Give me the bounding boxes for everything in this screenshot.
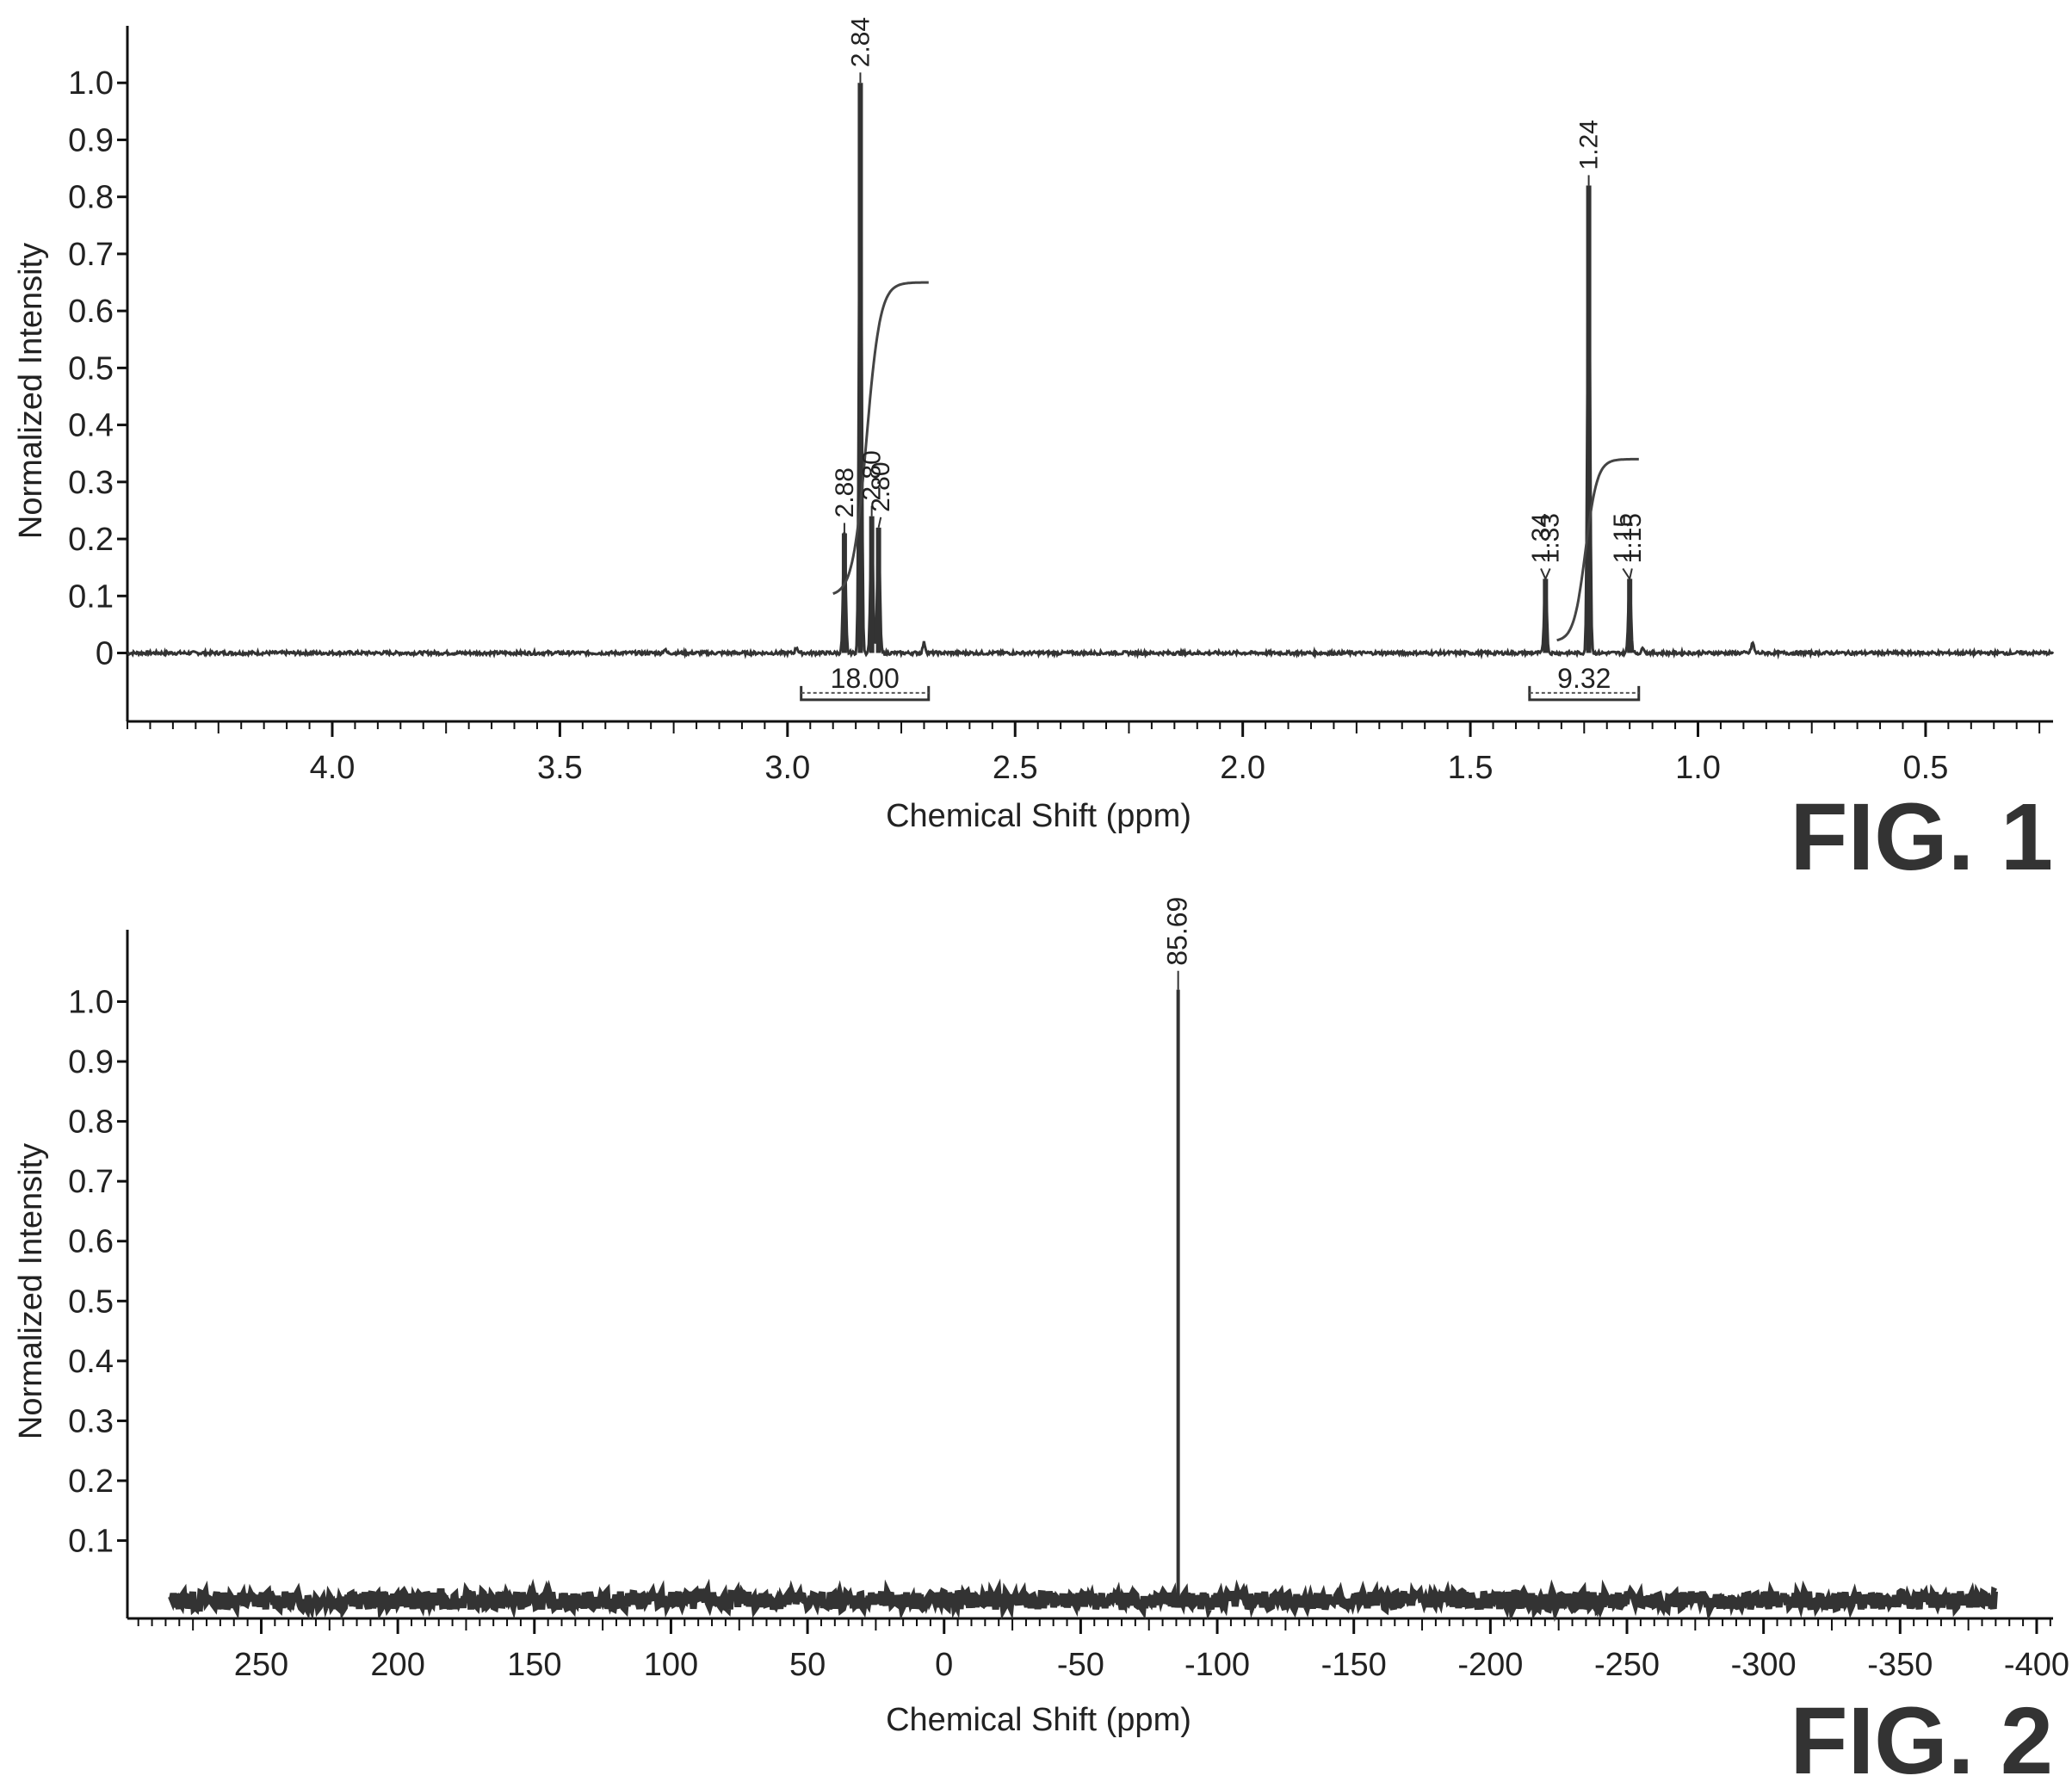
y-tick-label: 0.8: [68, 180, 114, 216]
peak-label: 2.80: [867, 461, 895, 511]
figure-label: FIG. 1: [1790, 784, 2053, 890]
y-tick-label: 0.5: [68, 1284, 114, 1320]
peak-label-leader: [1622, 567, 1631, 579]
figure-label: FIG. 2: [1790, 1688, 2053, 1782]
y-tick-label: 0.7: [68, 237, 114, 273]
integral-value: 9.32: [1557, 663, 1611, 694]
peak-label: 1.24: [1575, 120, 1604, 170]
integral-value: 18.00: [831, 663, 900, 694]
peak-label: 85.69: [1162, 897, 1193, 966]
y-tick-label: 1.0: [68, 984, 114, 1020]
x-tick-label: 3.5: [537, 750, 583, 786]
y-tick-label: 0.8: [68, 1104, 114, 1141]
spectrum-trace: [127, 97, 2055, 660]
x-tick-label: 1.5: [1448, 750, 1494, 786]
peak-label-leader: [1544, 568, 1551, 579]
x-tick-label: 1.0: [1675, 750, 1721, 786]
x-axis-title: Chemical Shift (ppm): [886, 1702, 1191, 1738]
y-tick-label: 0.4: [68, 1344, 114, 1380]
fig-1-proton-nmr-chart: 0 0.1 0.2 0.3 0.4 0.5 0.6 0.7 0.8 0.9 1.0 4.0 3.5 3.0…: [13, 17, 2055, 890]
y-tick-label: 0.2: [68, 1463, 114, 1500]
x-tick-label: -100: [1184, 1647, 1250, 1683]
y-tick-label: 0.9: [68, 122, 114, 158]
x-tick-label: -400: [2004, 1647, 2069, 1683]
x-tick-label: 150: [507, 1647, 561, 1683]
x-tick-label: -350: [1867, 1647, 1933, 1683]
peak-label: 1.15: [1609, 513, 1637, 563]
y-tick-label: 0.4: [68, 408, 114, 444]
x-tick-label: -300: [1731, 1647, 1797, 1683]
x-tick-label: 2.0: [1220, 750, 1265, 786]
y-tick-label: 0.3: [68, 465, 114, 501]
y-tick-label: 0.5: [68, 350, 114, 387]
x-tick-label: 2.5: [993, 750, 1038, 786]
y-tick-label: 0.9: [68, 1044, 114, 1080]
y-tick-label: 0.3: [68, 1403, 114, 1439]
x-tick-label: -250: [1594, 1647, 1660, 1683]
peak-label: 2.80: [858, 450, 887, 500]
x-tick-label: 250: [234, 1647, 288, 1683]
y-tick-label: 1.0: [68, 65, 114, 102]
x-tick-label: 50: [789, 1647, 826, 1683]
peak-label: 1.33: [1537, 513, 1565, 563]
peak-label: 2.88: [831, 467, 859, 517]
y-tick-label: 0.1: [68, 1524, 114, 1560]
y-tick-label: 0.6: [68, 294, 114, 330]
x-tick-label: 3.0: [764, 750, 810, 786]
spectrum-trace: [168, 1578, 1998, 1623]
peak-label-leader: [1629, 568, 1633, 579]
y-tick-label: 0.6: [68, 1224, 114, 1260]
x-axis-title: Chemical Shift (ppm): [886, 798, 1191, 834]
integral-curve: [1556, 457, 1639, 642]
y-tick-label: 0.1: [68, 579, 114, 615]
y-axis-title: Normalized Intensity: [13, 1143, 49, 1439]
y-tick-label: 0: [96, 636, 114, 672]
peak-label: 2.84: [846, 17, 875, 67]
y-axis-title: Normalized Intensity: [13, 243, 49, 539]
y-tick-label: 0.2: [68, 522, 114, 558]
fig-2-carbon-nmr-chart: 0.1 0.2 0.3 0.4 0.5 0.6 0.7 0.8 0.9 1.0 250 200 150 1…: [13, 897, 2069, 1782]
peak-label: 1.34: [1527, 513, 1556, 563]
y-tick-label: 0.7: [68, 1164, 114, 1200]
integral-curve: [832, 281, 929, 596]
x-tick-label: 100: [644, 1647, 698, 1683]
peak-label-leader: [877, 517, 882, 529]
x-tick-label: 200: [370, 1647, 424, 1683]
x-tick-label: 0: [935, 1647, 953, 1683]
x-tick-label: -200: [1457, 1647, 1523, 1683]
peak-label-leader: [1540, 568, 1547, 579]
peak-label: 1.15: [1618, 513, 1647, 563]
x-tick-label: -150: [1321, 1647, 1387, 1683]
x-tick-label: -50: [1057, 1647, 1104, 1683]
x-tick-label: 4.0: [310, 750, 356, 786]
x-tick-label: 0.5: [1903, 750, 1949, 786]
